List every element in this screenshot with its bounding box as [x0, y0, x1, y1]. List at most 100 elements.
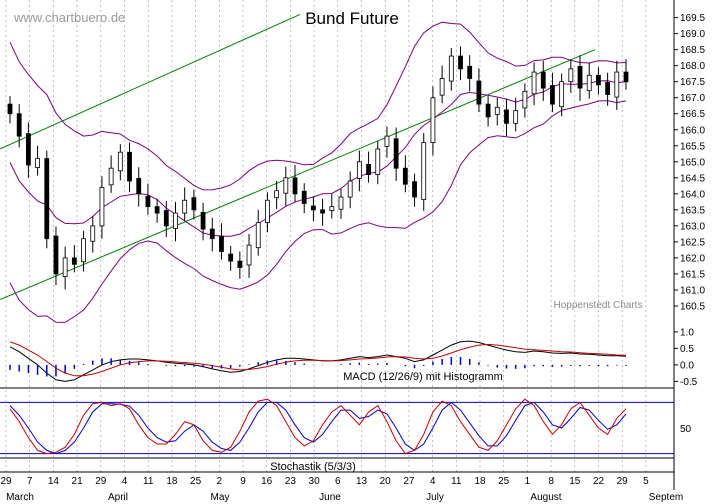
candle-body — [614, 71, 620, 98]
candle-body — [35, 158, 40, 168]
candle-body — [439, 78, 445, 96]
candle-body — [182, 199, 188, 214]
candle-body — [421, 142, 427, 201]
candle-body — [586, 74, 592, 92]
y-tick-label: 169.0 — [680, 29, 705, 40]
trend-line-upper — [0, 13, 301, 150]
candle-body — [448, 55, 454, 82]
candle-body — [458, 55, 463, 70]
month-label: May — [211, 492, 230, 503]
candle-body — [577, 65, 583, 89]
candle-body — [347, 180, 353, 198]
candle-body — [329, 206, 335, 211]
candle-body — [430, 97, 436, 143]
candle-body — [504, 109, 509, 124]
y-tick-label: 167.0 — [680, 93, 705, 104]
candle-body — [62, 257, 68, 277]
x-tick-label: 27 — [403, 476, 415, 487]
x-tick-label: 16 — [261, 476, 273, 487]
x-tick-label: 11 — [143, 476, 154, 487]
x-tick-label: 5 — [643, 476, 649, 487]
candle-body — [136, 178, 142, 195]
macd-histogram — [9, 356, 627, 377]
stochastic-lines — [9, 398, 627, 455]
candle-body — [71, 257, 77, 265]
candle-body — [173, 212, 178, 229]
x-tick-label: 29 — [617, 476, 629, 487]
candle-body — [494, 106, 500, 115]
candles — [7, 46, 629, 290]
x-axis: 29 7 14 21 29 4 11 18 25 2 9 16 23 30 6 13 20 27 4 11 18 25 1 8… — [0, 471, 683, 503]
candle-body — [246, 244, 252, 266]
y-tick-label: 167.5 — [680, 77, 705, 88]
y-tick-label: 169.5 — [680, 13, 705, 24]
candle-body — [623, 71, 629, 83]
watermark: www.chartbuero.de — [13, 10, 125, 25]
y-tick-label: 163.0 — [680, 221, 705, 232]
candle-body — [412, 181, 417, 198]
x-tick-label: 4 — [430, 476, 436, 487]
stochastic-k-line — [9, 398, 627, 455]
candle-body — [301, 190, 307, 204]
candle-body — [485, 103, 491, 118]
y-tick-label: 162.0 — [680, 253, 705, 264]
candle-body — [393, 138, 399, 169]
candle-body — [163, 210, 169, 227]
stochastic-d-line — [9, 401, 627, 455]
x-tick-label: 11 — [451, 476, 462, 487]
candle-body — [366, 163, 371, 176]
x-tick-label: 18 — [474, 476, 486, 487]
y-tick-label: -0.5 — [680, 377, 698, 388]
candle-body — [522, 90, 528, 109]
y-tick-label: 166.0 — [680, 125, 705, 136]
candle-body — [265, 199, 270, 224]
month-label: July — [426, 492, 444, 503]
month-label: April — [108, 492, 128, 503]
month-label: Septem — [649, 492, 683, 503]
candle-body — [25, 133, 31, 166]
x-tick-label: 6 — [335, 476, 341, 487]
candle-body — [237, 260, 243, 268]
x-tick-label: 8 — [548, 476, 554, 487]
x-tick-label: 30 — [309, 476, 321, 487]
y-tick-label: 166.5 — [680, 109, 705, 120]
y-tick-label: 164.0 — [680, 189, 705, 200]
month-label: March — [6, 492, 34, 503]
credit-text: Hoppenstedt Charts — [554, 300, 643, 311]
candle-body — [154, 206, 160, 214]
candle-body — [255, 222, 261, 249]
x-tick-label: 29 — [0, 476, 12, 487]
candle-body — [540, 71, 546, 89]
candle-body — [191, 197, 197, 211]
candle-body — [311, 205, 316, 211]
stochastic-axis: 50 — [680, 424, 692, 435]
x-tick-label: 29 — [95, 476, 107, 487]
x-tick-label: 25 — [190, 476, 202, 487]
candle-body — [200, 212, 206, 230]
month-label: June — [319, 492, 341, 503]
candle-body — [596, 74, 601, 86]
macd-signal-line — [9, 341, 627, 377]
x-tick-label: 14 — [48, 476, 60, 487]
y-tick-label: 165.0 — [680, 157, 705, 168]
y-tick-label: 161.5 — [680, 269, 705, 280]
candle-body — [145, 195, 151, 208]
x-tick-label: 25 — [498, 476, 510, 487]
x-tick-label: 15 — [569, 476, 581, 487]
candle-body — [402, 167, 408, 185]
y-tick-label: 162.5 — [680, 237, 705, 248]
candle-body — [467, 65, 473, 79]
x-tick-label: 7 — [27, 476, 33, 487]
chart-title: Bund Future — [305, 9, 399, 28]
y-tick-label: 1.0 — [680, 327, 694, 338]
candle-body — [559, 81, 565, 108]
y-tick-label: 164.5 — [680, 173, 705, 184]
candle-body — [219, 235, 224, 252]
candle-body — [209, 228, 215, 240]
candle-body — [108, 167, 114, 186]
price-axis: 160.5 161.0 161.5 162.0 162.5 163.0 163.5 164.0… — [674, 13, 705, 312]
candle-body — [99, 187, 105, 227]
x-tick-label: 13 — [356, 476, 368, 487]
candle-body — [384, 135, 390, 147]
